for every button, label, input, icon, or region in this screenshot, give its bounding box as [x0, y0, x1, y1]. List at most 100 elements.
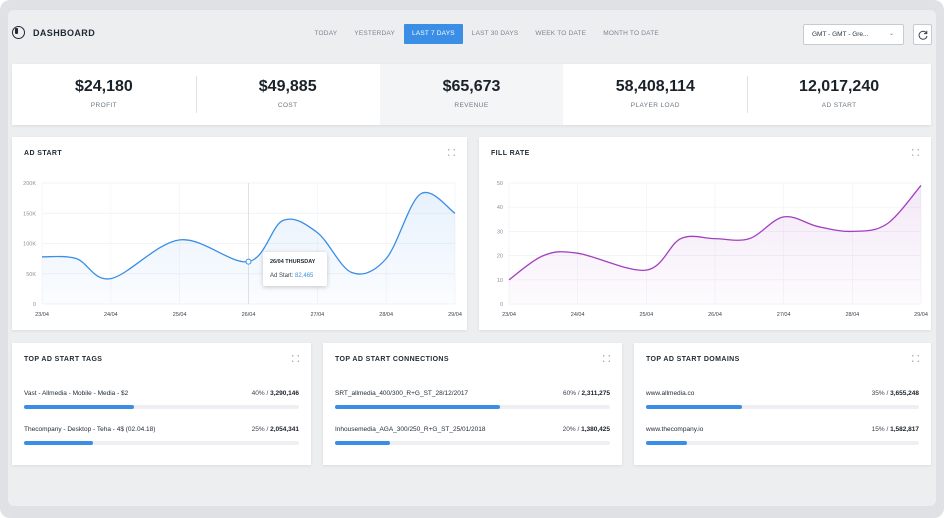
series-area — [42, 192, 455, 304]
x-tick-label: 25/04 — [639, 312, 653, 318]
x-tick-label: 27/04 — [310, 312, 324, 318]
progress-track — [24, 405, 299, 409]
progress-fill — [24, 405, 134, 409]
y-tick-label: 100K — [23, 242, 36, 248]
dashboard-window: DASHBOARD TODAY YESTERDAY LAST 7 DAYS LA… — [8, 10, 936, 506]
tab-last-30-days[interactable]: LAST 30 DAYS — [471, 30, 519, 37]
date-range-tabs: TODAY YESTERDAY LAST 7 DAYS LAST 30 DAYS… — [306, 24, 667, 44]
row-name[interactable]: www.allmedia.co — [646, 390, 695, 397]
card-title: AD START — [24, 150, 63, 157]
timezone-value: GMT - GMT - Gre... — [812, 31, 869, 38]
ad-start-card: AD START 0 50K 100K 150K 200K 23/04 24/04 25/04… — [12, 137, 467, 330]
x-tick-label: 28/04 — [845, 312, 859, 318]
kpi-ad-start[interactable]: 12,017,240 AD START — [747, 64, 931, 125]
y-tick-label: 10 — [497, 278, 503, 284]
card-title: TOP AD START TAGS — [24, 356, 103, 363]
x-tick-label: 23/04 — [35, 312, 49, 318]
dashboard-logo-icon — [12, 26, 25, 39]
series-line — [41, 191, 456, 280]
tab-week-to-date[interactable]: WEEK TO DATE — [535, 30, 587, 37]
chevron-down-icon: ⌄ — [888, 31, 894, 37]
kpi-player-load[interactable]: 58,408,114 PLAYER LOAD — [563, 64, 747, 125]
brand: DASHBOARD — [12, 26, 95, 39]
row-name[interactable]: Inhousemedia_AGA_300/250_R+G_ST_25/01/20… — [335, 426, 486, 433]
x-tick-label: 23/04 — [502, 312, 516, 318]
y-tick-label: 0 — [33, 302, 36, 308]
card-title: TOP AD START CONNECTIONS — [335, 356, 449, 363]
x-tick-label: 25/04 — [173, 312, 187, 318]
card-title: TOP AD START DOMAINS — [646, 356, 740, 363]
y-tick-label: 40 — [497, 205, 503, 211]
progress-track — [646, 405, 919, 409]
row-value: 1,582,817 — [890, 426, 919, 433]
page-title: DASHBOARD — [33, 27, 96, 38]
timezone-select[interactable]: GMT - GMT - Gre... ⌄ — [803, 24, 904, 45]
row-percent: 25% — [251, 426, 265, 433]
kpi-label: COST — [277, 102, 298, 109]
tab-today[interactable]: TODAY — [314, 30, 338, 37]
kpi-label: PLAYER LOAD — [630, 102, 680, 109]
row-percent: 15% — [871, 426, 885, 433]
row-percent: 40% — [251, 390, 265, 397]
row-percent: 35% — [871, 390, 885, 397]
row-stats: 60% / 2,311,275 — [563, 390, 610, 397]
expand-icon[interactable] — [912, 355, 919, 362]
kpi-value: $65,673 — [442, 78, 501, 95]
ad-start-chart: 0 50K 100K 150K 200K 23/04 24/04 25/04 26/04 27/0… — [23, 181, 462, 318]
row-value: 3,290,146 — [270, 390, 299, 397]
row-value: 1,380,425 — [581, 426, 610, 433]
x-tick-label: 24/04 — [571, 312, 585, 318]
kpi-label: REVENUE — [454, 102, 489, 109]
x-tick-label: 29/04 — [914, 312, 928, 318]
kpi-value: $49,885 — [258, 78, 317, 95]
x-tick-label: 28/04 — [379, 312, 393, 318]
tooltip-line: Ad Start: 82,465 — [270, 273, 320, 279]
kpi-label: PROFIT — [90, 102, 118, 109]
series-line — [508, 184, 922, 281]
y-tick-label: 20 — [497, 254, 503, 260]
data-point-marker — [245, 258, 252, 265]
kpi-cost[interactable]: $49,885 COST — [195, 64, 380, 125]
x-tick-label: 26/04 — [242, 312, 256, 318]
y-tick-label: 50 — [497, 181, 503, 187]
tab-month-to-date[interactable]: MONTH TO DATE — [603, 30, 659, 37]
y-tick-label: 150K — [23, 211, 36, 217]
x-tick-label: 24/04 — [104, 312, 118, 318]
row-stats: 40% / 3,290,146 — [251, 390, 299, 397]
row-percent: 60% — [563, 390, 577, 397]
tooltip-label: Ad Start: — [270, 273, 296, 279]
top-ad-start-tags-card: TOP AD START TAGS Vast - Allmedia - Mobi… — [12, 343, 311, 465]
expand-icon[interactable] — [603, 355, 610, 362]
row-stats: 15% / 1,582,817 — [871, 426, 919, 433]
row-stats: 25% / 2,054,341 — [251, 426, 299, 433]
progress-track — [335, 441, 610, 445]
progress-fill — [24, 441, 93, 445]
expand-icon[interactable] — [292, 355, 299, 362]
tab-last-7-days[interactable]: LAST 7 DAYS — [403, 24, 464, 44]
row-value: 2,054,341 — [270, 426, 299, 433]
y-tick-label: 30 — [497, 229, 503, 235]
tooltip-value: 82,465 — [295, 273, 314, 279]
row-name[interactable]: Vast - Allmedia - Mobile - Media - $2 — [24, 390, 129, 397]
top-ad-start-connections-card: TOP AD START CONNECTIONS SRT_allmedia_40… — [323, 343, 622, 465]
row-value: 3,655,248 — [890, 390, 919, 397]
progress-fill — [646, 441, 687, 445]
tab-yesterday[interactable]: YESTERDAY — [354, 30, 395, 37]
fill-rate-card: FILL RATE 0 10 20 30 40 50 23/04 24/04 25/04 26/0… — [479, 137, 931, 330]
kpi-profit[interactable]: $24,180 PROFIT — [12, 64, 196, 125]
kpi-revenue[interactable]: $65,673 REVENUE — [379, 64, 564, 125]
x-tick-label: 27/04 — [777, 312, 791, 318]
progress-track — [24, 441, 299, 445]
kpi-label: AD START — [821, 102, 857, 109]
tooltip-date: 26/04 THURSDAY — [270, 259, 316, 265]
row-name[interactable]: www.thecompany.io — [646, 426, 704, 433]
row-stats: 20% / 1,380,425 — [562, 426, 610, 433]
row-percent: 20% — [562, 426, 576, 433]
kpi-value: $24,180 — [74, 78, 133, 95]
row-stats: 35% / 3,655,248 — [871, 390, 919, 397]
row-name[interactable]: Thecompany - Desktop - Teha - 4$ (02.04.… — [24, 426, 156, 433]
kpi-strip: $24,180 PROFIT $49,885 COST $65,673 REVE… — [12, 64, 931, 125]
row-name[interactable]: SRT_allmedia_400/300_R+G_ST_28/12/2017 — [335, 390, 469, 397]
refresh-button[interactable] — [913, 24, 932, 45]
refresh-icon — [918, 30, 928, 40]
